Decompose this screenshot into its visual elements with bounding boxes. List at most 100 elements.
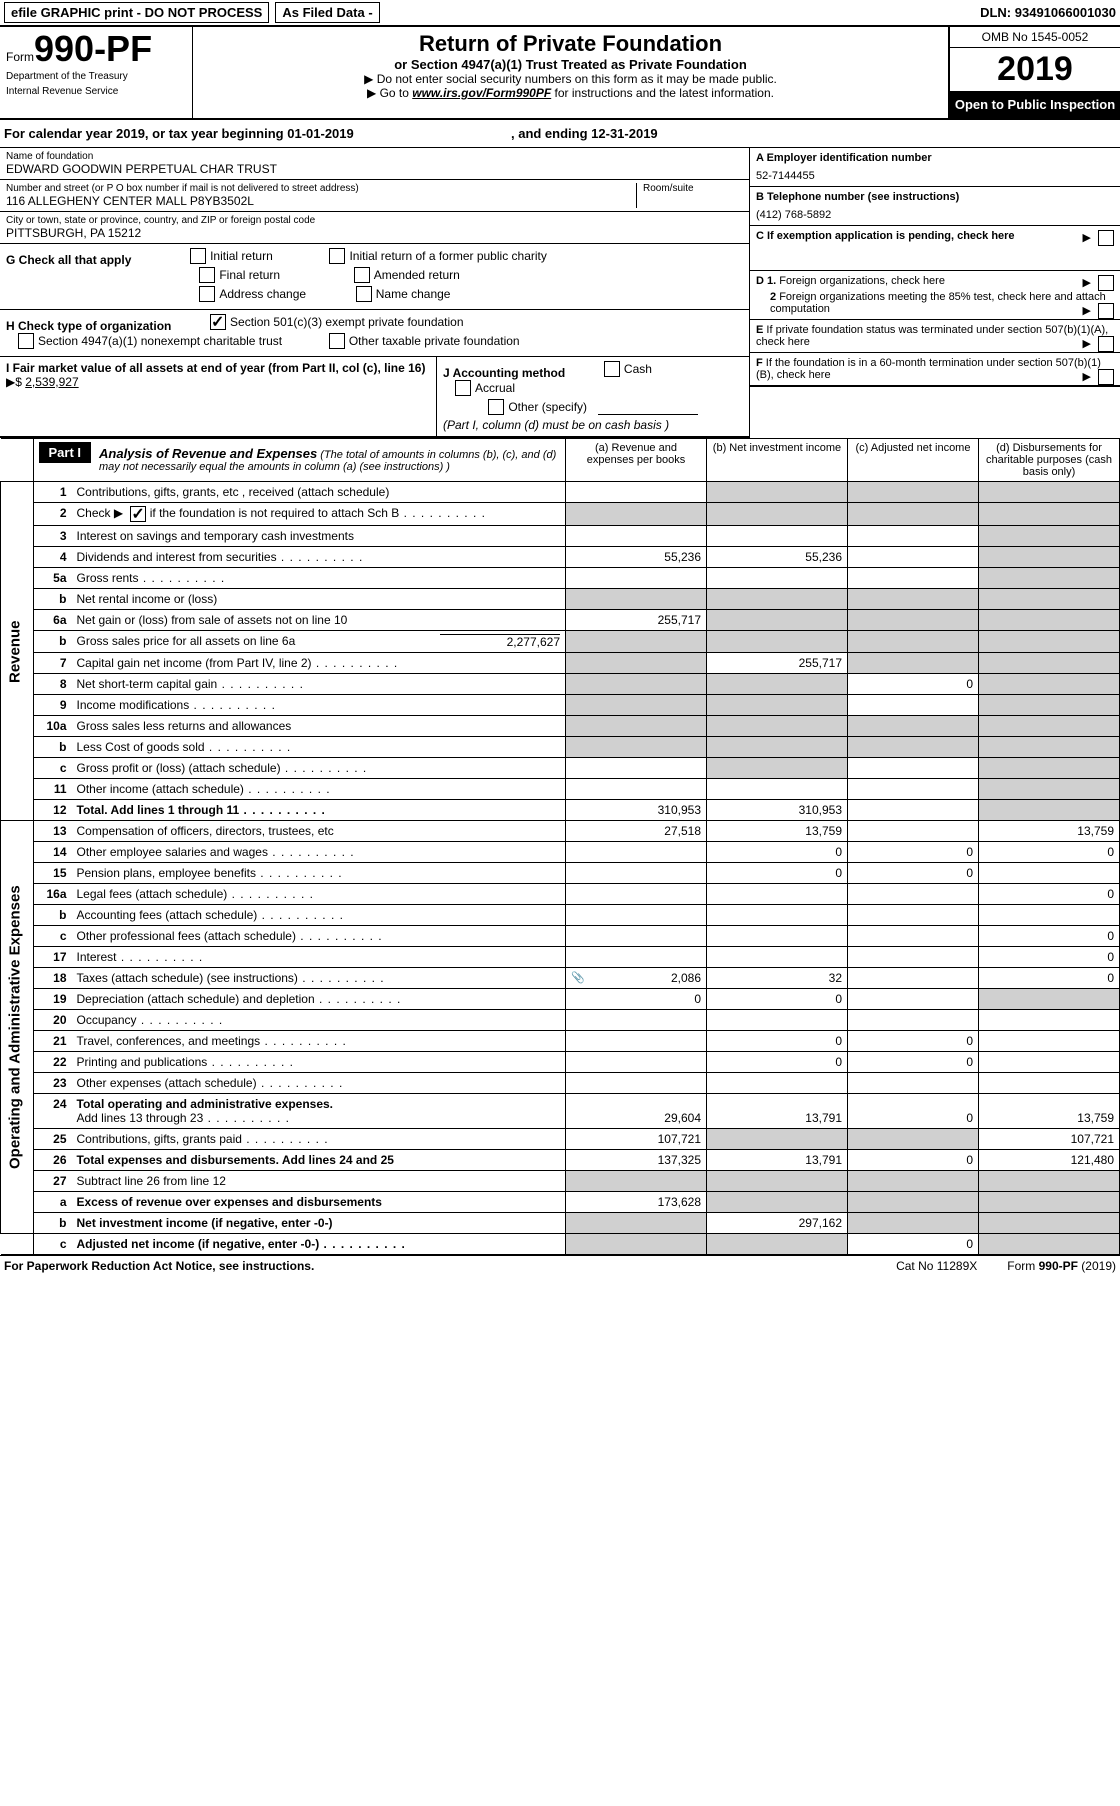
line-desc: Less Cost of goods sold [72,737,566,758]
table-row: 4 Dividends and interest from securities… [1,547,1120,568]
linenum: 23 [33,1073,72,1094]
table-row: b Accounting fees (attach schedule) [1,905,1120,926]
check-schb[interactable] [130,506,146,522]
cell-value: 173,628 [566,1192,707,1213]
cell-value: 0 [848,863,979,884]
check-other-method[interactable] [488,399,504,415]
instr2-pre: ▶ Go to [367,86,412,100]
linenum: b [33,905,72,926]
cell-value: 310,953 [566,800,707,821]
table-row: 23 Other expenses (attach schedule) [1,1073,1120,1094]
check-501c3[interactable] [210,314,226,330]
instr-2: ▶ Go to www.irs.gov/Form990PF for instru… [201,86,940,100]
check-final-return[interactable] [199,267,215,283]
h-opt2: Section 4947(a)(1) nonexempt charitable … [38,334,282,348]
check-initial-return[interactable] [190,248,206,264]
name-label: Name of foundation [6,151,743,162]
cell-value: 107,721 [979,1129,1120,1150]
h-label: H Check type of organization [6,319,171,333]
line-desc: Income modifications [72,695,566,716]
cell-value: 0 [566,989,707,1010]
table-row: 17 Interest 0 [1,947,1120,968]
entity-left: Name of foundation EDWARD GOODWIN PERPET… [0,148,749,438]
table-row: 21 Travel, conferences, and meetings 0 0 [1,1031,1120,1052]
linenum: 1 [33,482,72,503]
section-g: G Check all that apply Initial return In… [0,244,749,310]
table-row: 24 Total operating and administrative ex… [1,1094,1120,1129]
d1-text: Foreign organizations, check here [779,275,945,287]
table-row: 14 Other employee salaries and wages 0 0… [1,842,1120,863]
table-row: b Less Cost of goods sold [1,737,1120,758]
entity-right: A Employer identification number 52-7144… [749,148,1120,438]
linenum: c [33,758,72,779]
j-cash: Cash [624,362,652,376]
check-name-change[interactable] [356,286,372,302]
attachment-icon[interactable]: 📎 [571,971,585,984]
table-row: 26 Total expenses and disbursements. Add… [1,1150,1120,1171]
j-accrual: Accrual [475,381,515,395]
linenum: 14 [33,842,72,863]
check-d2[interactable] [1098,303,1114,319]
j-label: J Accounting method [443,366,565,380]
line-desc: Net rental income or (loss) [72,589,566,610]
check-c[interactable] [1098,230,1114,246]
g-opt-5: Name change [376,287,451,301]
g-label: G Check all that apply [6,253,131,267]
calyear-begin: 01-01-2019 [287,126,354,141]
linenum: 3 [33,526,72,547]
i-label: I Fair market value of all assets at end… [6,361,425,375]
linenum: 22 [33,1052,72,1073]
cell-value: 13,759 [979,821,1120,842]
check-4947a1[interactable] [18,333,34,349]
table-row: 7 Capital gain net income (from Part IV,… [1,653,1120,674]
table-row: 5a Gross rents [1,568,1120,589]
line-desc: Pension plans, employee benefits [72,863,566,884]
line-desc: Other expenses (attach schedule) [72,1073,566,1094]
check-amended[interactable] [354,267,370,283]
part1-table: Part I Analysis of Revenue and Expenses … [0,438,1120,1255]
instr2-post: for instructions and the latest informat… [551,86,774,100]
efile-box: efile GRAPHIC print - DO NOT PROCESS [4,2,269,23]
cell-value: 55,236 [707,547,848,568]
check-cash[interactable] [604,361,620,377]
check-address-change[interactable] [199,286,215,302]
cell-value: 137,325 [566,1150,707,1171]
table-row: 18 Taxes (attach schedule) (see instruct… [1,968,1120,989]
table-row: 2 Check ▶ if the foundation is not requi… [1,503,1120,526]
line-desc: Travel, conferences, and meetings [72,1031,566,1052]
check-d1[interactable] [1098,275,1114,291]
check-initial-former[interactable] [329,248,345,264]
table-row: 8 Net short-term capital gain 0 [1,674,1120,695]
line-desc: Other professional fees (attach schedule… [72,926,566,947]
table-row: 27 Subtract line 26 from line 12 [1,1171,1120,1192]
linenum: 27 [33,1171,72,1192]
irs-link[interactable]: www.irs.gov/Form990PF [412,86,551,100]
footer-catno: Cat No 11289X [896,1259,977,1273]
line-desc: Accounting fees (attach schedule) [72,905,566,926]
check-other-taxable[interactable] [329,333,345,349]
line-desc: Other income (attach schedule) [72,779,566,800]
table-header-row: Part I Analysis of Revenue and Expenses … [1,439,1120,482]
b-label: B Telephone number (see instructions) [756,191,1114,203]
h-opt3: Other taxable private foundation [349,334,520,348]
check-accrual[interactable] [455,380,471,396]
check-e[interactable] [1098,336,1114,352]
calyear-prefix: For calendar year 2019, or tax year begi… [4,126,287,141]
table-row: 6a Net gain or (loss) from sale of asset… [1,610,1120,631]
linenum: 8 [33,674,72,695]
cell-value: 0 [979,926,1120,947]
cell-value: 107,721 [566,1129,707,1150]
form-word: Form [6,50,34,64]
linenum: b [33,737,72,758]
linenum: 25 [33,1129,72,1150]
table-row: 3 Interest on savings and temporary cash… [1,526,1120,547]
linenum: 15 [33,863,72,884]
cell-value: 0 [979,884,1120,905]
line-desc: Total operating and administrative expen… [72,1094,566,1129]
form-number: 990-PF [34,28,152,69]
g-opt-4: Address change [219,287,306,301]
line-desc: Compensation of officers, directors, tru… [72,821,566,842]
line-desc: Gross rents [72,568,566,589]
check-f[interactable] [1098,369,1114,385]
table-row: b Net investment income (if negative, en… [1,1213,1120,1234]
